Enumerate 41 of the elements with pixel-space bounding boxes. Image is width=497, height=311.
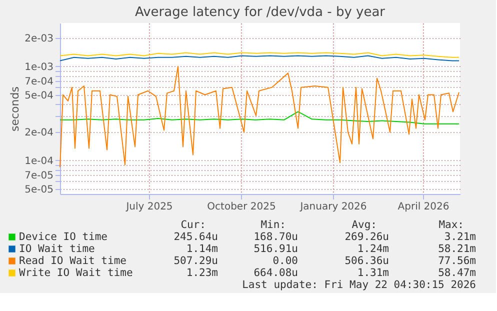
text: 0.00 [272, 255, 298, 267]
y-tick-label: 1e-04 [24, 156, 54, 167]
text: 516.91u [254, 243, 298, 255]
legend-label: Device IO time [19, 231, 108, 243]
line-series [60, 66, 460, 168]
legend-label: IO Wait time [19, 243, 95, 255]
text: 58.21m [438, 243, 476, 255]
x-tick-label: July 2025 [125, 202, 173, 212]
legend-label: Write IO Wait time [19, 267, 133, 279]
text: 1.14m [186, 243, 218, 255]
text: 1.31m [357, 267, 389, 279]
y-tick-label: 7e-04 [24, 76, 54, 88]
y-tick-label: 1e-03 [24, 62, 54, 73]
line-series [60, 111, 460, 124]
legend-label: Read IO Wait time [19, 255, 126, 267]
text: 664.08u [254, 267, 298, 279]
x-tick-label: January 2026 [299, 202, 367, 212]
text: Max: [438, 219, 464, 231]
y-tick-label: 2e-03 [24, 34, 54, 45]
text: 506.36u [344, 255, 389, 267]
text: Avg: [352, 219, 377, 231]
text: Cur: [180, 219, 206, 231]
text: 77.56m [438, 255, 476, 267]
text: 507.29u [174, 255, 218, 267]
text: 269.26u [344, 231, 389, 243]
text: 245.64u [174, 231, 218, 243]
x-tick-label: October 2025 [207, 202, 276, 212]
chart-title: Average latency for /dev/vda - by year [134, 5, 386, 20]
text: 1.23m [186, 267, 218, 279]
y-tick-label: 2e-04 [24, 128, 54, 139]
y-tick-label: 5e-04 [24, 90, 54, 102]
text: Min: [260, 219, 286, 231]
y-axis-title: seconds [8, 86, 22, 132]
text: 168.70u [254, 231, 298, 243]
text: 3.21m [444, 231, 476, 243]
text: Last update: Fri May 22 04:30:15 2026 [242, 279, 476, 291]
y-tick-label: 7e-05 [24, 170, 54, 182]
x-tick-label: April 2026 [398, 202, 450, 212]
text: 58.47m [438, 267, 476, 279]
text: 1.24m [357, 243, 389, 255]
y-tick-label: 5e-05 [24, 184, 54, 196]
